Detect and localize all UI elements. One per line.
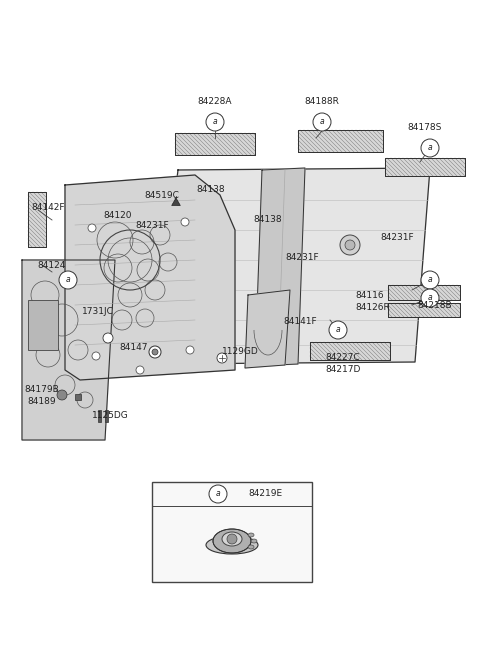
Bar — [385, 158, 465, 176]
Bar — [388, 303, 460, 317]
Circle shape — [329, 321, 347, 339]
Text: 84231F: 84231F — [285, 253, 319, 263]
Text: 84219E: 84219E — [248, 489, 282, 498]
Circle shape — [92, 352, 100, 360]
Ellipse shape — [213, 529, 251, 553]
Text: a: a — [216, 489, 220, 498]
Bar — [152, 482, 312, 582]
Polygon shape — [155, 168, 430, 364]
Text: 84188R: 84188R — [305, 98, 339, 107]
Circle shape — [186, 346, 194, 354]
Bar — [385, 158, 465, 176]
Text: 84116: 84116 — [355, 291, 384, 299]
Circle shape — [88, 224, 96, 232]
Bar — [298, 130, 383, 152]
Bar — [28, 192, 46, 247]
Circle shape — [59, 271, 77, 289]
Ellipse shape — [251, 539, 257, 543]
Circle shape — [136, 366, 144, 374]
Text: a: a — [320, 117, 324, 126]
Text: 1125DG: 1125DG — [92, 411, 128, 419]
Text: 1731JC: 1731JC — [82, 307, 114, 316]
Bar — [388, 303, 460, 317]
Bar — [98, 410, 101, 422]
Circle shape — [345, 240, 355, 250]
Circle shape — [181, 218, 189, 226]
Text: 84124: 84124 — [38, 261, 66, 269]
Text: 84138: 84138 — [196, 185, 225, 195]
Text: a: a — [213, 117, 217, 126]
Bar — [310, 342, 390, 360]
Ellipse shape — [206, 536, 258, 554]
Bar — [175, 133, 255, 155]
Text: 84228A: 84228A — [198, 98, 232, 107]
Text: 84231F: 84231F — [135, 221, 169, 229]
Polygon shape — [255, 168, 305, 366]
Circle shape — [421, 271, 439, 289]
Circle shape — [313, 113, 331, 131]
Circle shape — [103, 333, 113, 343]
Text: 84147: 84147 — [120, 343, 148, 352]
Text: 84178S: 84178S — [408, 124, 442, 132]
Ellipse shape — [222, 532, 242, 546]
Bar — [310, 342, 390, 360]
Text: 1129GD: 1129GD — [222, 348, 258, 356]
Text: 84120: 84120 — [104, 210, 132, 219]
Bar — [298, 130, 383, 152]
Text: 84138: 84138 — [254, 215, 282, 225]
Text: 84227C: 84227C — [326, 354, 360, 362]
Bar — [175, 133, 255, 155]
Bar — [388, 285, 460, 300]
Bar — [388, 285, 460, 300]
Text: 84217D: 84217D — [325, 365, 360, 375]
Text: a: a — [428, 293, 432, 303]
Text: 84141F: 84141F — [283, 318, 317, 326]
Polygon shape — [65, 175, 235, 380]
Text: 84179B: 84179B — [24, 386, 60, 394]
Circle shape — [227, 534, 237, 544]
Text: a: a — [336, 326, 340, 335]
Circle shape — [340, 235, 360, 255]
Circle shape — [421, 139, 439, 157]
Circle shape — [421, 289, 439, 307]
Text: 84189: 84189 — [28, 398, 56, 407]
Text: 84519C: 84519C — [144, 191, 180, 200]
Text: 84126R: 84126R — [355, 303, 390, 312]
Text: a: a — [428, 276, 432, 284]
Circle shape — [152, 349, 158, 355]
Polygon shape — [245, 290, 290, 368]
Text: 84218B: 84218B — [418, 301, 452, 310]
Circle shape — [206, 113, 224, 131]
Circle shape — [57, 390, 67, 400]
Text: a: a — [428, 143, 432, 153]
Text: 84231F: 84231F — [380, 233, 414, 242]
Ellipse shape — [248, 533, 254, 537]
Ellipse shape — [248, 545, 254, 549]
Text: 84142F: 84142F — [31, 204, 65, 212]
Text: a: a — [66, 276, 70, 284]
Bar — [105, 410, 108, 422]
Bar — [28, 300, 58, 350]
Circle shape — [149, 346, 161, 358]
Bar — [28, 192, 46, 247]
Circle shape — [209, 485, 227, 503]
Circle shape — [217, 353, 227, 363]
Polygon shape — [22, 260, 115, 440]
